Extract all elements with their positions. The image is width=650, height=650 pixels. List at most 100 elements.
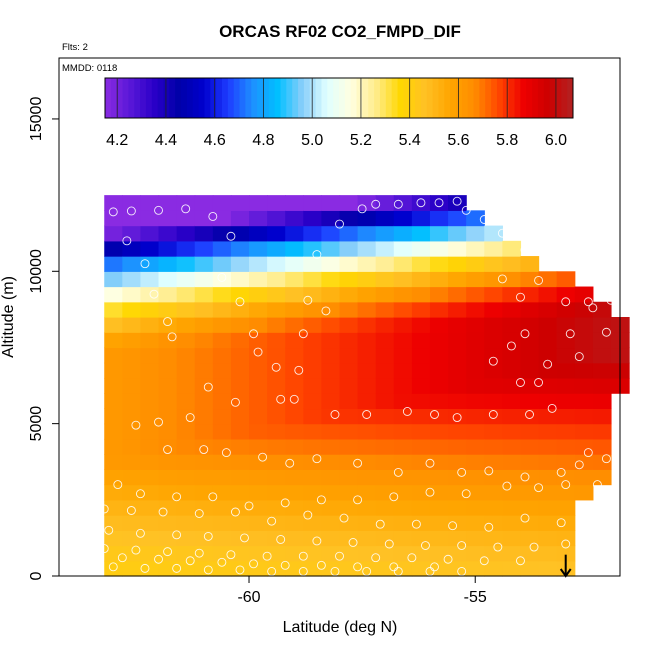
heatmap-cell	[249, 515, 268, 531]
heatmap-cell	[393, 271, 413, 288]
sample-point	[303, 510, 313, 520]
heatmap-cell	[176, 286, 196, 303]
heatmap-cell	[249, 347, 268, 364]
heatmap-cell	[303, 515, 323, 531]
heatmap-cell	[158, 515, 178, 531]
heatmap-cell	[285, 423, 304, 440]
heatmap-cell	[212, 362, 232, 379]
heatmap-cell	[104, 332, 123, 349]
heatmap-cell	[321, 347, 341, 364]
heatmap-cell	[122, 240, 142, 257]
heatmap-cell	[448, 347, 467, 364]
heatmap-cell	[520, 545, 540, 562]
heatmap-cell	[140, 438, 160, 455]
heatmap-cell	[176, 499, 196, 516]
heatmap-cell	[212, 317, 232, 333]
heatmap-cell	[393, 499, 413, 516]
heatmap-cell	[140, 454, 160, 470]
heatmap-cell	[104, 225, 123, 242]
heatmap-cell	[520, 560, 540, 577]
sample-point	[516, 292, 525, 302]
heatmap-cell	[411, 225, 431, 242]
sample-point	[488, 356, 498, 366]
heatmap-cell	[212, 499, 232, 516]
heatmap-cell	[140, 347, 160, 364]
heatmap-cell	[556, 377, 576, 394]
heatmap-cell	[140, 515, 160, 531]
heatmap-cell	[194, 317, 214, 333]
sample-point	[298, 551, 308, 561]
heatmap-cell	[520, 454, 540, 470]
heatmap-cell	[339, 423, 359, 440]
sample-point	[375, 519, 385, 529]
heatmap-cell	[393, 286, 413, 303]
heatmap-cell	[339, 210, 359, 227]
sample-point	[217, 557, 227, 567]
colorbar-segment	[210, 78, 217, 118]
heatmap-cell	[321, 484, 341, 501]
heatmap-cell	[267, 332, 286, 349]
colorbar-segment	[257, 78, 264, 118]
sample-point	[230, 507, 240, 517]
heatmap-cell	[303, 332, 323, 349]
heatmap-cell	[339, 271, 359, 288]
sample-point	[240, 533, 249, 543]
colorbar-segment	[321, 78, 328, 118]
heatmap-cell	[158, 545, 178, 562]
heatmap-cell	[429, 377, 449, 394]
heatmap-cell	[249, 560, 268, 577]
sample-point	[267, 566, 277, 576]
heatmap-cell	[230, 560, 250, 577]
heatmap-cell	[303, 286, 323, 303]
sample-point	[411, 519, 421, 529]
heatmap-cell	[267, 377, 286, 394]
heatmap-cell	[429, 484, 449, 501]
heatmap-cell	[122, 377, 142, 394]
heatmap-cell	[230, 469, 250, 486]
heatmap-cell	[303, 195, 323, 211]
heatmap-cell	[520, 423, 540, 440]
heatmap-cell	[556, 317, 576, 333]
sample-point	[556, 518, 566, 528]
heatmap-cell	[538, 393, 558, 410]
heatmap-cell	[448, 210, 467, 227]
colorbar-tick-label: 5.4	[399, 132, 421, 149]
heatmap-cell	[212, 469, 232, 486]
heatmap-cell	[285, 484, 304, 501]
y-tick-label: 15000	[28, 97, 45, 142]
colorbar-segment	[169, 78, 176, 118]
colorbar-segment	[175, 78, 182, 118]
heatmap-cell	[429, 438, 449, 455]
sample-point	[425, 566, 435, 576]
heatmap-cell	[249, 484, 268, 501]
heatmap-cell	[375, 484, 395, 501]
heatmap-cell	[538, 560, 558, 577]
heatmap-cell	[176, 347, 196, 364]
colorbar-segment	[280, 78, 287, 118]
heatmap-cell	[212, 454, 232, 470]
heatmap-cell	[429, 195, 449, 211]
heatmap-cell	[375, 393, 395, 410]
heatmap-cell	[104, 454, 123, 470]
sample-point	[203, 531, 213, 541]
heatmap-cell	[411, 195, 431, 211]
heatmap-cell	[538, 347, 558, 364]
heatmap-cell	[393, 560, 413, 577]
colorbar-segment	[385, 78, 393, 118]
heatmap-cell	[140, 377, 160, 394]
heatmap-cell	[556, 393, 576, 410]
heatmap-cell	[411, 332, 431, 349]
heatmap-cell	[448, 225, 467, 242]
sample-point	[520, 329, 530, 339]
heatmap-cell	[484, 469, 503, 486]
heatmap-cell	[466, 317, 485, 333]
heatmap-cell	[194, 454, 214, 470]
heatmap-cell	[448, 317, 467, 333]
heatmap-cell	[357, 347, 377, 364]
heatmap-cell	[357, 530, 377, 547]
heatmap-cell	[520, 347, 540, 364]
heatmap-cell	[212, 377, 232, 394]
sample-point	[312, 454, 322, 464]
sample-point	[280, 560, 290, 570]
heatmap-cell	[321, 195, 341, 211]
